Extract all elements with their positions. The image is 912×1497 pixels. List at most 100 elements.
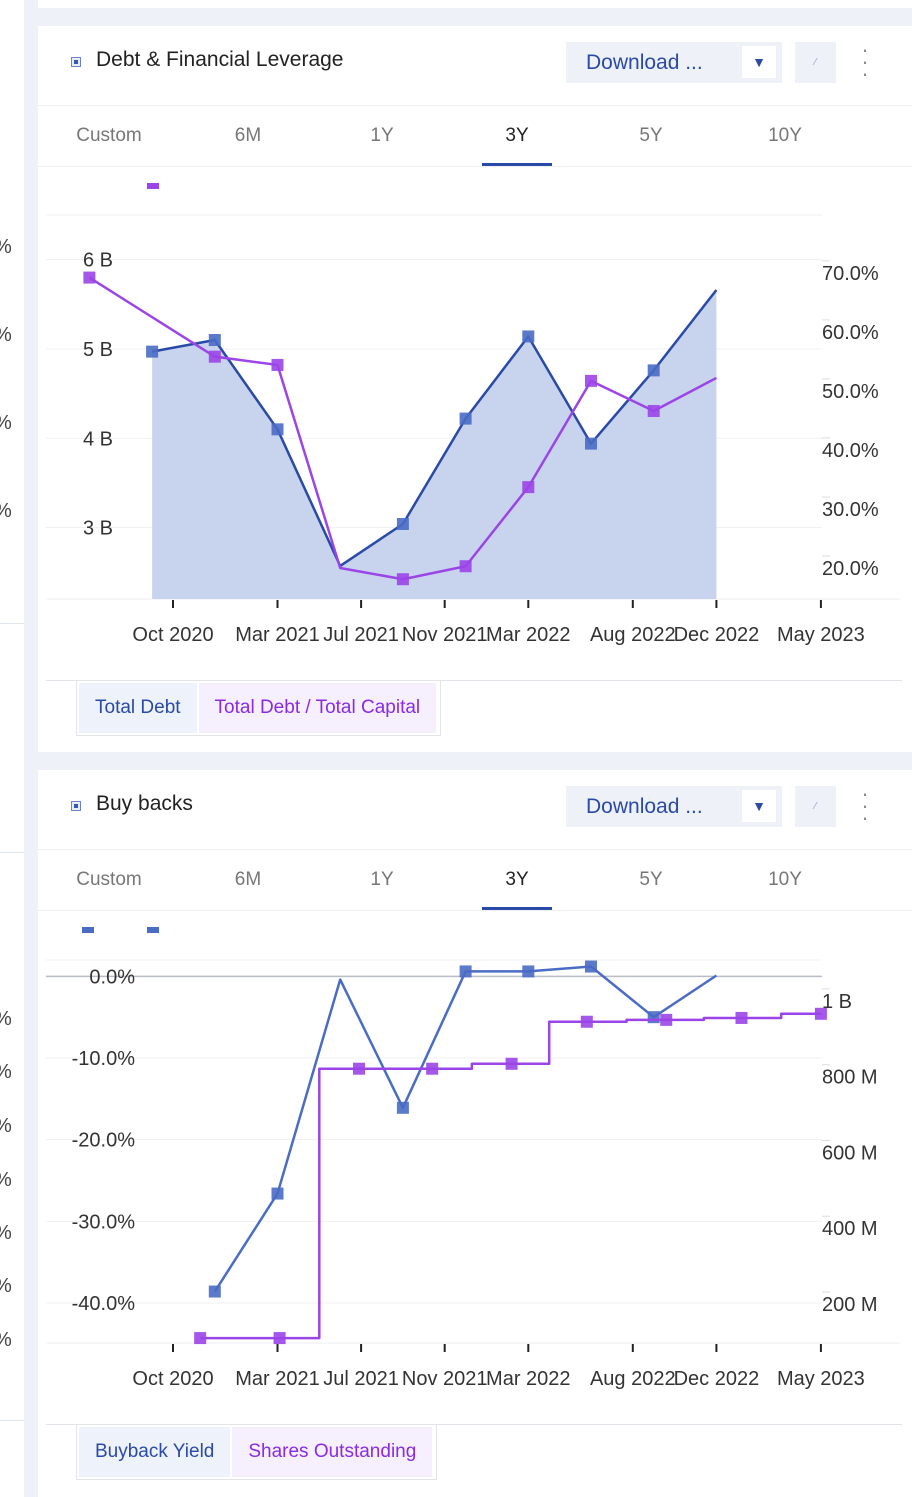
previous-card-bottom bbox=[38, 0, 912, 8]
data-point bbox=[585, 960, 597, 973]
data-point bbox=[271, 1187, 284, 1200]
divider bbox=[0, 852, 24, 853]
legend-marker bbox=[147, 927, 159, 933]
download-label: Download ... bbox=[586, 795, 703, 818]
divider bbox=[46, 680, 902, 681]
chart-legend: Total Debt Total Debt / Total Capital bbox=[76, 680, 442, 736]
expand-icon[interactable]: ⁄ bbox=[795, 42, 836, 83]
tab-10y[interactable]: 10Y bbox=[768, 125, 802, 146]
adjacent-column: % % % % % % % % % % % bbox=[0, 0, 24, 1497]
y-right-tick-label: 70.0% bbox=[822, 263, 879, 285]
y-right-tick-label: 60.0% bbox=[822, 322, 879, 344]
x-tick-label: Nov 2021 bbox=[402, 1368, 488, 1390]
chart-type-icon[interactable] bbox=[71, 801, 81, 811]
x-tick-label: Mar 2022 bbox=[486, 624, 571, 646]
y-left-tick-label: 4 B bbox=[83, 428, 113, 450]
data-point bbox=[83, 271, 96, 284]
series-line-1 bbox=[200, 1012, 821, 1340]
y-left-tick-label: 3 B bbox=[83, 518, 113, 540]
tab-custom[interactable]: Custom bbox=[76, 869, 142, 890]
tab-1y[interactable]: 1Y bbox=[370, 869, 394, 890]
data-point bbox=[271, 358, 284, 371]
legend-debt-to-capital[interactable]: Total Debt / Total Capital bbox=[198, 683, 437, 733]
data-point bbox=[505, 1057, 518, 1070]
data-point bbox=[522, 481, 535, 494]
card-title: Debt & Financial Leverage bbox=[96, 48, 344, 71]
axis-label: % bbox=[0, 412, 12, 435]
data-point bbox=[459, 560, 472, 573]
data-point bbox=[647, 364, 660, 377]
y-right-tick-label: 600 M bbox=[822, 1142, 878, 1164]
chevron-down-icon[interactable]: ▼ bbox=[742, 790, 776, 822]
more-options-icon[interactable]: · · · bbox=[861, 781, 869, 830]
axis-label: % bbox=[0, 1115, 12, 1138]
buybacks-card: Buy backs Download ... ▼ ⁄ · · · Custom 6M … bbox=[38, 770, 912, 1497]
more-options-icon[interactable]: · · · bbox=[861, 37, 869, 86]
x-tick-label: Jul 2021 bbox=[323, 1368, 399, 1390]
data-point bbox=[647, 404, 660, 417]
axis-label: % bbox=[0, 1329, 12, 1352]
divider bbox=[46, 1424, 902, 1425]
axis-label: % bbox=[0, 1008, 12, 1031]
data-point bbox=[426, 1062, 439, 1075]
series-line-1 bbox=[88, 276, 717, 581]
tab-10y[interactable]: 10Y bbox=[768, 869, 802, 890]
tab-6m[interactable]: 6M bbox=[234, 869, 262, 890]
data-point bbox=[522, 965, 535, 978]
tab-3y[interactable]: 3Y bbox=[472, 125, 562, 166]
data-point bbox=[396, 573, 409, 586]
download-button[interactable]: Download ... ▼ bbox=[566, 786, 782, 827]
legend-shares-outstanding[interactable]: Shares Outstanding bbox=[232, 1427, 433, 1477]
tab-custom[interactable]: Custom bbox=[76, 125, 142, 146]
buybacks-chart: 0.0% -10.0% -20.0% -30.0% -40.0% 1 B 800 M 600 … bbox=[46, 927, 900, 1390]
x-tick-label: Dec 2022 bbox=[674, 1368, 760, 1390]
data-point bbox=[353, 1062, 366, 1075]
tab-5y[interactable]: 5Y bbox=[639, 125, 663, 146]
data-point bbox=[585, 437, 597, 450]
series-area bbox=[152, 290, 717, 599]
y-left-tick-label: 5 B bbox=[83, 339, 113, 361]
chevron-down-icon[interactable]: ▼ bbox=[742, 46, 776, 78]
tab-1y[interactable]: 1Y bbox=[370, 125, 394, 146]
x-tick-label: Aug 2022 bbox=[590, 1368, 676, 1390]
data-point bbox=[522, 330, 535, 343]
y-right-tick-label: 800 M bbox=[822, 1067, 878, 1089]
data-point bbox=[273, 1332, 286, 1345]
legend-buyback-yield[interactable]: Buyback Yield bbox=[79, 1427, 231, 1477]
axis-label: % bbox=[0, 1222, 12, 1245]
tab-6m[interactable]: 6M bbox=[234, 125, 262, 146]
y-right-tick-label: 40.0% bbox=[822, 440, 879, 462]
divider bbox=[0, 1420, 24, 1421]
y-left-tick-label: -40.0% bbox=[72, 1293, 136, 1315]
y-left-tick-label: -20.0% bbox=[72, 1130, 136, 1152]
x-tick-label: May 2023 bbox=[777, 624, 865, 646]
data-point bbox=[459, 412, 472, 425]
y-right-tick-label: 200 M bbox=[822, 1294, 878, 1316]
x-tick-label: May 2023 bbox=[777, 1368, 865, 1390]
x-tick-label: Mar 2022 bbox=[486, 1368, 571, 1390]
axis-label: % bbox=[0, 500, 12, 523]
expand-icon[interactable]: ⁄ bbox=[795, 786, 836, 827]
axis-label: % bbox=[0, 1169, 12, 1192]
data-point bbox=[660, 1013, 673, 1026]
x-tick-label: Dec 2022 bbox=[674, 624, 760, 646]
y-left-tick-label: 6 B bbox=[83, 250, 113, 272]
data-point bbox=[647, 1011, 660, 1024]
data-point bbox=[271, 423, 284, 436]
legend-marker bbox=[147, 183, 159, 189]
y-right-tick-label: 1 B bbox=[822, 991, 852, 1013]
series-line-0 bbox=[151, 289, 718, 568]
download-button[interactable]: Download ... ▼ bbox=[566, 42, 782, 83]
data-point bbox=[396, 517, 409, 530]
tab-3y[interactable]: 3Y bbox=[472, 869, 562, 910]
x-tick-label: Mar 2021 bbox=[235, 1368, 320, 1390]
chart-type-icon[interactable] bbox=[71, 57, 81, 67]
tab-5y[interactable]: 5Y bbox=[639, 869, 663, 890]
y-right-tick-label: 50.0% bbox=[822, 381, 879, 403]
range-tabs: Custom 6M 1Y 3Y 5Y 10Y bbox=[38, 106, 912, 167]
download-label: Download ... bbox=[586, 51, 703, 74]
range-tabs: Custom 6M 1Y 3Y 5Y 10Y bbox=[38, 850, 912, 911]
y-left-tick-label: -10.0% bbox=[72, 1048, 136, 1070]
y-left-tick-label: -30.0% bbox=[72, 1211, 136, 1233]
legend-total-debt[interactable]: Total Debt bbox=[79, 683, 197, 733]
